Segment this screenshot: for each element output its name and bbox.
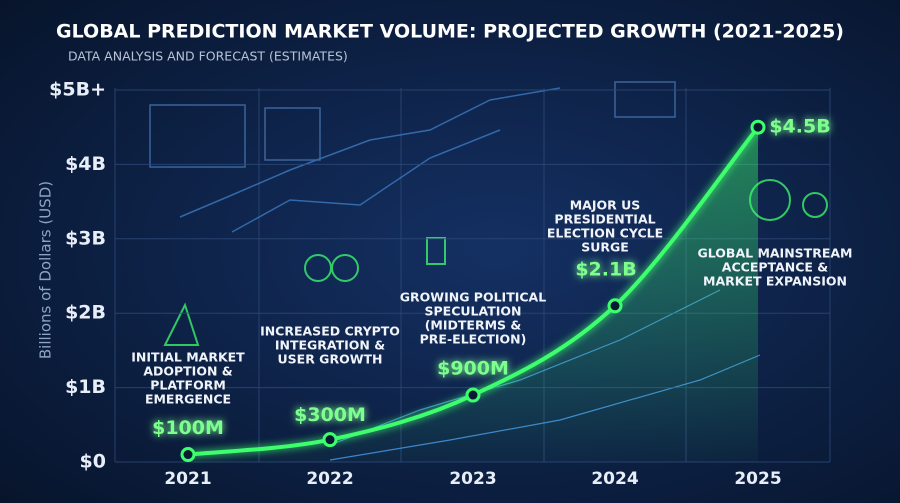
annotation: MAJOR US xyxy=(570,198,641,213)
point xyxy=(750,119,766,135)
annotation: SPECULATION xyxy=(425,304,522,319)
chart-subtitle: DATA ANALYSIS AND FORECAST (ESTIMATES) xyxy=(68,49,348,64)
annotation: USER GROWTH xyxy=(278,352,383,367)
y-tick-label: $0 xyxy=(80,451,106,473)
annotation: PRESIDENTIAL xyxy=(554,212,655,227)
annotation: PLATFORM xyxy=(150,378,226,393)
point xyxy=(465,387,481,403)
point xyxy=(607,298,623,314)
line xyxy=(187,125,760,457)
annotation: EMERGENCE xyxy=(145,392,231,407)
annotation: ADOPTION & xyxy=(143,364,232,379)
chart-title: GLOBAL PREDICTION MARKET VOLUME: PROJECT… xyxy=(56,21,844,43)
value-label: $2.1B xyxy=(575,258,636,280)
annotation: INCREASED CRYPTO xyxy=(260,324,400,339)
annotation: PRE-ELECTION) xyxy=(420,332,527,347)
vertical-grid xyxy=(114,88,831,462)
x-tick-label: 2023 xyxy=(449,469,496,489)
annotation: INTEGRATION & xyxy=(275,338,385,353)
annotation: ACCEPTANCE & xyxy=(722,260,828,275)
annotation: GLOBAL MAINSTREAM xyxy=(698,246,853,261)
y-tick-label: $4B xyxy=(65,153,106,175)
annotation: ELECTION CYCLE xyxy=(547,226,663,241)
x-tick-label: 2025 xyxy=(734,469,781,489)
value-label: $4.5B xyxy=(769,116,830,138)
y-tick-label: $1B xyxy=(65,376,106,398)
x-tick-label: 2022 xyxy=(306,469,353,489)
value-label: $900M xyxy=(437,358,509,380)
annotation: (MIDTERMS & xyxy=(425,318,522,333)
x-tick-label: 2024 xyxy=(591,469,638,489)
point xyxy=(322,432,338,448)
y-axis-label: Billions of Dollars (USD) xyxy=(37,181,55,359)
point xyxy=(180,447,196,463)
value-label: $300M xyxy=(294,404,366,426)
y-tick-label: $3B xyxy=(65,227,106,249)
area xyxy=(188,127,758,462)
y-tick-label: $5B+ xyxy=(49,79,106,101)
y-tick-label: $2B xyxy=(65,302,106,324)
annotation: GROWING POLITICAL xyxy=(400,290,546,305)
annotation: MARKET EXPANSION xyxy=(703,274,847,289)
x-tick-label: 2021 xyxy=(164,469,211,489)
annotation: SURGE xyxy=(581,240,629,255)
annotation: INITIAL MARKET xyxy=(131,350,245,365)
value-label: $100M xyxy=(152,417,224,439)
